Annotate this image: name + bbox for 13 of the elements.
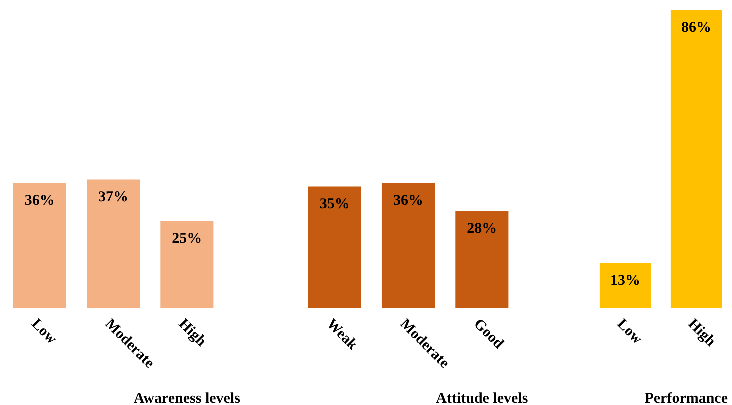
data-label: 28% (467, 220, 498, 237)
data-label: 25% (172, 231, 202, 248)
x-axis-title: Performance (644, 390, 728, 405)
data-label: 37% (98, 190, 128, 206)
data-label: 35% (320, 196, 350, 213)
x-axis-title: Attitude levels (436, 390, 528, 405)
x-tick-label: Low (28, 316, 60, 348)
data-label: 13% (610, 272, 640, 289)
x-tick-label: Low (614, 316, 646, 348)
x-axis-title: Awareness levels (134, 390, 241, 405)
data-label: 36% (394, 193, 424, 210)
data-label: 86% (682, 20, 712, 36)
data-label: 36% (24, 193, 55, 210)
